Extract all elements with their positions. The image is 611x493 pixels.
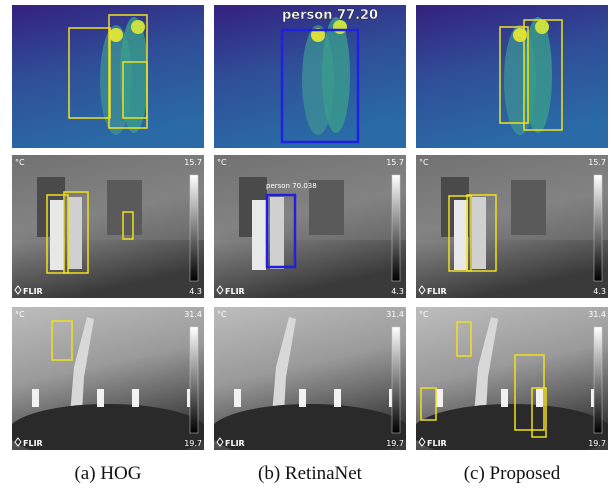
- person: [299, 389, 306, 407]
- head: [535, 20, 549, 34]
- color-scale: [190, 175, 198, 281]
- head: [513, 28, 527, 42]
- person: [252, 200, 266, 270]
- figure: (a) HOG (b) RetinaNet (c) Proposed perso…: [0, 0, 611, 493]
- thermal-image: [12, 5, 204, 148]
- thermal-image: °C 15.7 4.3 FLIR person 70.038: [214, 155, 406, 298]
- color-scale: [392, 175, 400, 281]
- person: [270, 197, 284, 269]
- person: [120, 17, 148, 133]
- unit-label: °C: [15, 158, 25, 167]
- person: [436, 389, 443, 407]
- scale-max: 15.7: [184, 158, 202, 167]
- scale-min: 19.7: [184, 439, 202, 448]
- unit-label: °C: [419, 310, 429, 319]
- caption: (a) HOG: [12, 463, 204, 485]
- head: [131, 20, 145, 34]
- color-scale: [190, 327, 198, 433]
- scale-min: 4.3: [189, 287, 202, 296]
- unit-label: °C: [217, 158, 227, 167]
- scale-min: 19.7: [588, 439, 606, 448]
- color-scale: [594, 175, 602, 281]
- scale-max: 31.4: [184, 310, 202, 319]
- scale-min: 4.3: [593, 287, 606, 296]
- thermal-image: person 77.20: [214, 5, 406, 148]
- detection-label: person 70.038: [266, 182, 317, 190]
- head: [109, 28, 123, 42]
- caption: (b) RetinaNet: [214, 463, 406, 485]
- brand-label: FLIR: [225, 287, 245, 296]
- brand-label: FLIR: [225, 439, 245, 448]
- scale-max: 31.4: [386, 310, 404, 319]
- brand-label: FLIR: [427, 287, 447, 296]
- unit-label: °C: [419, 158, 429, 167]
- person: [132, 389, 139, 407]
- person: [234, 389, 241, 407]
- color-scale: [594, 327, 602, 433]
- thermal-image: [416, 5, 608, 148]
- scale-max: 15.7: [386, 158, 404, 167]
- thermal-image: °C 15.7 4.3 FLIR: [12, 155, 204, 298]
- unit-label: °C: [217, 310, 227, 319]
- unit-label: °C: [15, 310, 25, 319]
- person: [322, 17, 350, 133]
- person: [50, 200, 64, 270]
- person: [32, 389, 39, 407]
- brand-label: FLIR: [427, 439, 447, 448]
- door: [511, 180, 546, 235]
- scale-min: 19.7: [386, 439, 404, 448]
- thermal-image: °C 31.4 19.7 FLIR: [416, 307, 608, 450]
- caption: (c) Proposed: [416, 463, 608, 485]
- scale-max: 31.4: [588, 310, 606, 319]
- scale-min: 4.3: [391, 287, 404, 296]
- person: [68, 197, 82, 269]
- detection-label: person 77.20: [282, 8, 378, 23]
- person: [536, 389, 543, 407]
- person: [334, 389, 341, 407]
- thermal-image: °C 31.4 19.7 FLIR: [214, 307, 406, 450]
- person: [472, 197, 486, 269]
- scale-max: 15.7: [588, 158, 606, 167]
- brand-label: FLIR: [23, 287, 43, 296]
- thermal-image: °C 15.7 4.3 FLIR: [416, 155, 608, 298]
- color-scale: [392, 327, 400, 433]
- brand-label: FLIR: [23, 439, 43, 448]
- person: [454, 200, 468, 270]
- door: [107, 180, 142, 235]
- person: [501, 389, 508, 407]
- thermal-image: °C 31.4 19.7 FLIR: [12, 307, 204, 450]
- person: [97, 389, 104, 407]
